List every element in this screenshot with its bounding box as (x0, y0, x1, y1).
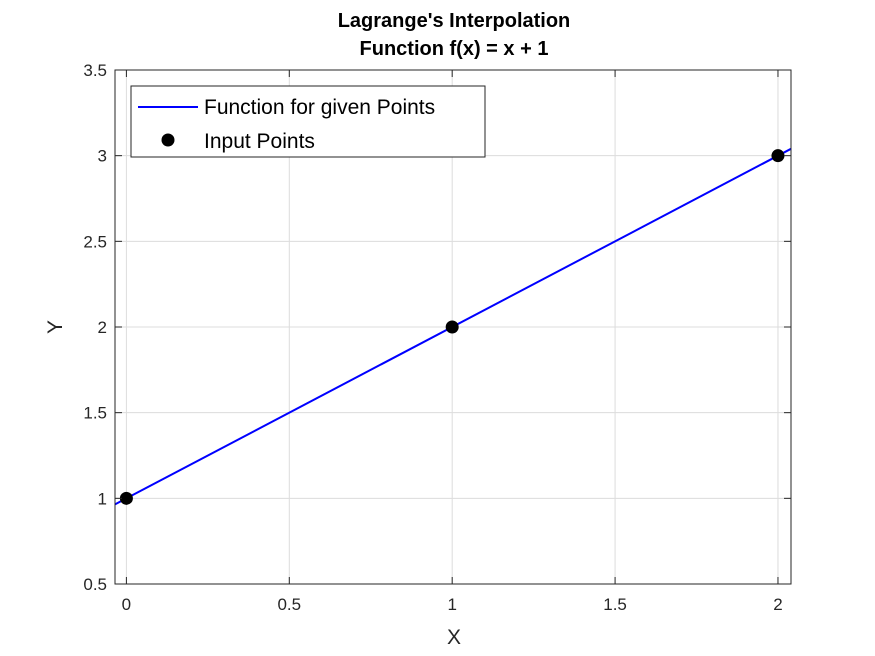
plot-area (114, 147, 792, 506)
tick-labels: 0 0.5 1 1.5 2 0.5 1 1.5 2 2.5 3 3.5 (83, 61, 782, 614)
x-tick-label: 0 (122, 595, 131, 614)
tick-marks (115, 69, 791, 585)
y-tick-label: 1.5 (83, 404, 107, 423)
x-tick-label: 0.5 (277, 595, 301, 614)
legend: Function for given Points Input Points (130, 85, 486, 158)
y-tick-label: 2 (98, 318, 107, 337)
y-axis-label: Y (44, 320, 67, 334)
chart-title-line-1: Lagrange's Interpolation (338, 10, 571, 32)
legend-box (130, 85, 486, 158)
x-tick-label: 1.5 (603, 595, 627, 614)
y-tick-label: 3 (98, 147, 107, 166)
chart-title-line-2: Function f(x) = x + 1 (360, 38, 549, 60)
y-tick-label: 0.5 (83, 575, 107, 594)
y-tick-label: 2.5 (83, 232, 107, 251)
input-point-0 (119, 491, 133, 505)
input-point-2 (771, 149, 785, 163)
legend-entry-function: Function for given Points (204, 96, 435, 119)
y-tick-label: 3.5 (83, 61, 107, 80)
x-axis-label: X (447, 626, 461, 649)
legend-entry-input-points: Input Points (204, 130, 315, 153)
legend-marker-swatch (161, 133, 175, 147)
x-tick-label: 1 (447, 595, 456, 614)
input-point-1 (445, 320, 459, 334)
x-tick-label: 2 (773, 595, 782, 614)
y-tick-label: 1 (98, 489, 107, 508)
